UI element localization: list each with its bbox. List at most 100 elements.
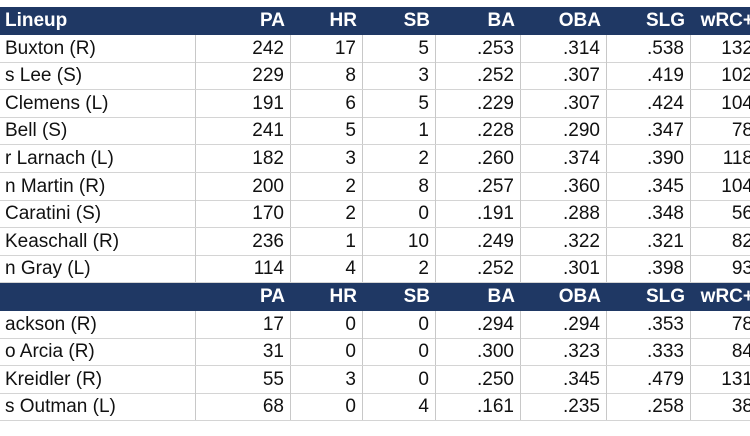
stat-cell: 104 bbox=[691, 173, 750, 200]
stat-cell: 93 bbox=[691, 255, 750, 282]
stat-cell: 3 bbox=[291, 365, 363, 393]
column-header: SB bbox=[403, 286, 430, 307]
stat-cell: 1 bbox=[363, 117, 436, 145]
player-name: Buxton (R) bbox=[0, 34, 196, 62]
player-row: r Larnach (L) 182 3 2.260.374.390 118 bbox=[0, 145, 750, 173]
column-header: PA bbox=[260, 286, 285, 307]
stat-cell: .398 bbox=[607, 255, 691, 283]
stat-cell: .249 bbox=[436, 227, 521, 255]
player-name: r Larnach (L) bbox=[0, 145, 196, 172]
stat-cell: .307 bbox=[521, 89, 607, 117]
stat-cell: .294 bbox=[436, 310, 521, 338]
stat-cell: 3 bbox=[363, 62, 436, 90]
header-row: PA HR SB BA OBA SLG wRC+ bbox=[0, 283, 750, 311]
stat-cell: .390 bbox=[607, 145, 691, 172]
stat-cell: 242 bbox=[196, 34, 291, 62]
column-header: OBA bbox=[558, 10, 601, 31]
header-title bbox=[0, 283, 196, 311]
stat-cell: 191 bbox=[196, 89, 291, 117]
stat-cell: .538 bbox=[607, 34, 691, 62]
stat-cell: 38 bbox=[691, 393, 750, 420]
stat-cell: 31 bbox=[196, 338, 291, 366]
player-name: s Lee (S) bbox=[0, 62, 196, 90]
stat-cell: .250 bbox=[436, 365, 521, 393]
player-name: Clemens (L) bbox=[0, 89, 196, 117]
column-header: HR bbox=[329, 286, 357, 307]
player-row: ackson (R) 17 0 0.294.294.353 78 bbox=[0, 310, 750, 339]
player-name: Caratini (S) bbox=[0, 200, 196, 228]
player-name: o Arcia (R) bbox=[0, 338, 196, 366]
column-header: wRC+ bbox=[700, 10, 750, 31]
stat-cell: .347 bbox=[607, 117, 691, 145]
stat-cell: 84 bbox=[691, 338, 750, 365]
stat-cell: .353 bbox=[607, 310, 691, 338]
column-header: OBA bbox=[558, 286, 601, 307]
player-name: Bell (S) bbox=[0, 117, 196, 145]
stat-cell: 0 bbox=[291, 393, 363, 421]
stat-cell: .314 bbox=[521, 34, 607, 62]
stat-cell: 56 bbox=[691, 200, 750, 227]
stat-cell: 170 bbox=[196, 200, 291, 228]
stat-cell: 2 bbox=[363, 145, 436, 172]
stat-cell: 0 bbox=[291, 310, 363, 338]
stat-cell: 5 bbox=[363, 89, 436, 117]
stat-cell: .374 bbox=[521, 145, 607, 172]
player-row: n Gray (L) 114 4 2.252.301.398 93 bbox=[0, 255, 750, 284]
stat-cell: .258 bbox=[607, 393, 691, 421]
stat-cell: 3 bbox=[291, 145, 363, 172]
column-header: SLG bbox=[645, 286, 685, 307]
stat-cell: .161 bbox=[436, 393, 521, 421]
stat-cell: .360 bbox=[521, 172, 607, 200]
stat-cell: 8 bbox=[291, 62, 363, 90]
stat-cell: 236 bbox=[196, 227, 291, 255]
stat-cell: .333 bbox=[607, 338, 691, 366]
stat-cell: 78 bbox=[691, 311, 750, 338]
stat-cell: 4 bbox=[291, 255, 363, 283]
stat-cell: 5 bbox=[363, 34, 436, 62]
stat-cell: 4 bbox=[363, 393, 436, 421]
stat-cell: 78 bbox=[691, 117, 750, 144]
stat-cell: .252 bbox=[436, 62, 521, 90]
stat-cell: .301 bbox=[521, 255, 607, 283]
stat-cell: .322 bbox=[521, 227, 607, 255]
stat-cell: 17 bbox=[291, 34, 363, 62]
stat-cell: 0 bbox=[363, 200, 436, 228]
stat-cell: .228 bbox=[436, 117, 521, 145]
stat-cell: 82 bbox=[691, 228, 750, 255]
column-header: PA bbox=[260, 10, 285, 31]
stat-cell: 132 bbox=[691, 35, 750, 62]
column-header: SLG bbox=[645, 10, 685, 31]
header-title: Lineup bbox=[5, 10, 68, 31]
stat-cell: 17 bbox=[196, 310, 291, 338]
player-row: Keaschall (R) 236 1 10.249.322.321 82 bbox=[0, 227, 750, 256]
player-row: s Lee (S) 229 8 3.252.307.419 102 bbox=[0, 62, 750, 91]
player-row: o Arcia (R) 31 0 0.300.323.333 84 bbox=[0, 338, 750, 367]
stat-cell: .323 bbox=[521, 338, 607, 366]
stat-cell: 10 bbox=[363, 227, 436, 255]
player-name: Keaschall (R) bbox=[0, 227, 196, 255]
stat-cell: 229 bbox=[196, 62, 291, 90]
stat-cell: 0 bbox=[363, 338, 436, 366]
stat-cell: .345 bbox=[607, 172, 691, 200]
stat-cell: 241 bbox=[196, 117, 291, 145]
player-row: Clemens (L) 191 6 5.229.307.424 104 bbox=[0, 89, 750, 118]
stat-cell: .257 bbox=[436, 172, 521, 200]
stat-cell: 0 bbox=[363, 365, 436, 393]
column-header: HR bbox=[329, 10, 357, 31]
stat-cell: 102 bbox=[691, 62, 750, 89]
stat-cell: .235 bbox=[521, 393, 607, 421]
stat-cell: .253 bbox=[436, 34, 521, 62]
stat-cell: 55 bbox=[196, 365, 291, 393]
player-name: Kreidler (R) bbox=[0, 365, 196, 393]
stat-cell: .419 bbox=[607, 62, 691, 90]
stat-cell: 131 bbox=[691, 366, 750, 393]
stat-cell: 68 bbox=[196, 393, 291, 421]
stat-cell: .288 bbox=[521, 200, 607, 228]
stat-cell: .348 bbox=[607, 200, 691, 228]
player-row: n Martin (R) 200 2 8.257.360.345 104 bbox=[0, 172, 750, 201]
stat-cell: .252 bbox=[436, 255, 521, 283]
stat-cell: .307 bbox=[521, 62, 607, 90]
stat-cell: .260 bbox=[436, 145, 521, 172]
stat-cell: 118 bbox=[691, 145, 750, 172]
